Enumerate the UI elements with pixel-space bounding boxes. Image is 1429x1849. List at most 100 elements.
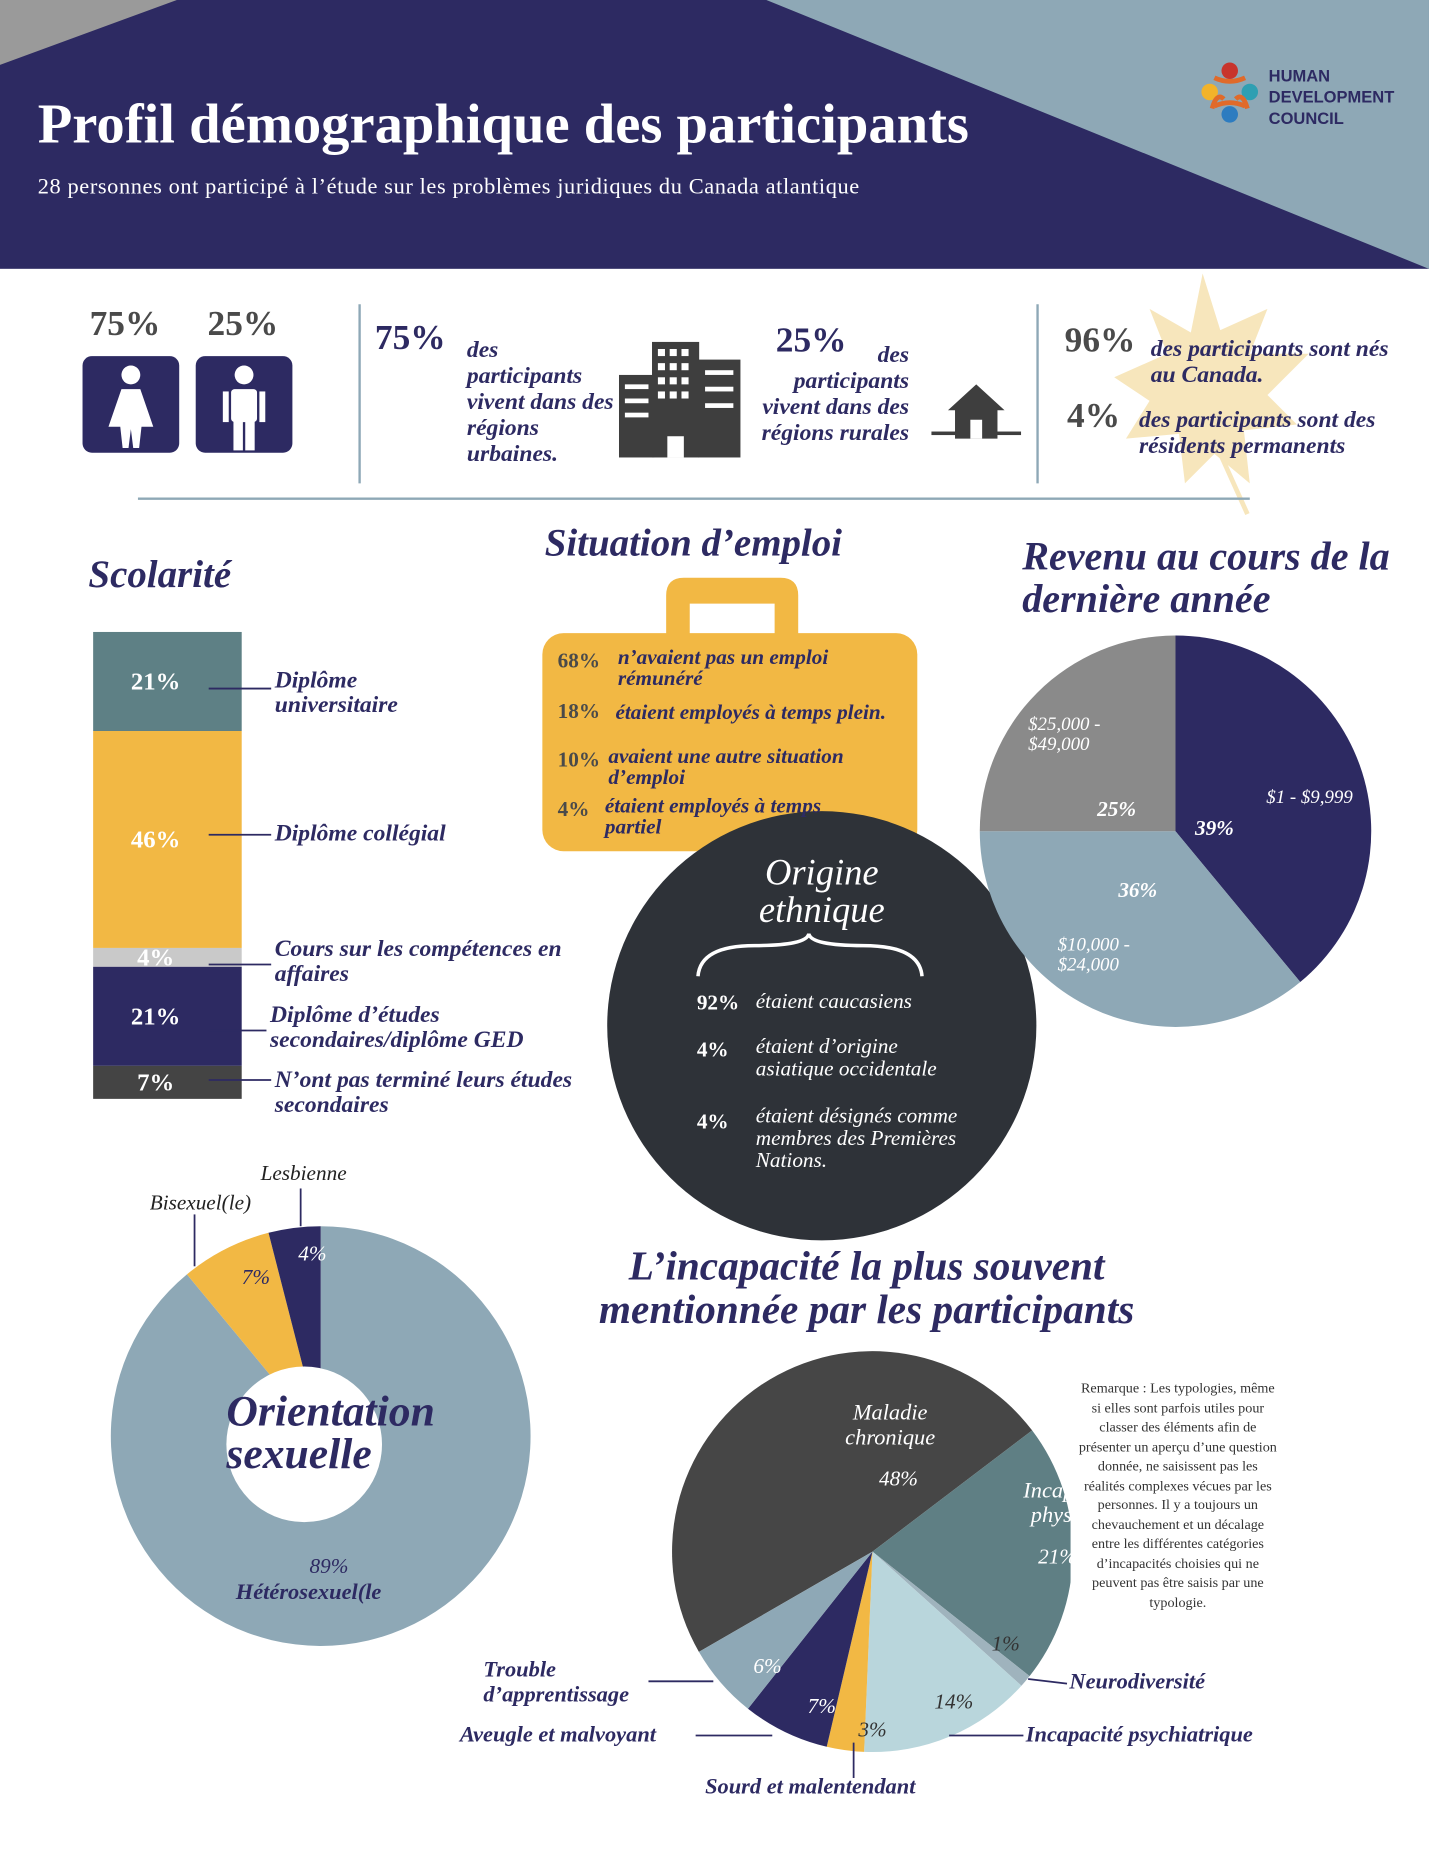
category-label: Sourd et malentendant <box>705 1774 916 1800</box>
pie-slice <box>826 1551 873 1752</box>
donut-hole <box>226 1366 383 1523</box>
category-label: Hétérosexuel(le <box>235 1579 382 1605</box>
employment-text: étaient employés à temps plein. <box>615 700 887 724</box>
employment-pct: 18% <box>557 699 601 723</box>
pie-slice <box>979 635 1176 832</box>
value-label: 89% <box>309 1553 349 1578</box>
pie-slice <box>872 1430 1073 1677</box>
pie-slice <box>872 1551 1030 1686</box>
pie-slice <box>747 1551 873 1747</box>
ethnicity-pct: 92% <box>696 990 740 1014</box>
bar-segment <box>93 731 242 948</box>
ethnicity-text: étaient d’origine asiatique occidentale <box>755 1034 937 1081</box>
pie-slice <box>698 1551 873 1709</box>
value-label: 25% <box>1097 797 1137 821</box>
page-title: Profil démographique des participants <box>37 93 969 156</box>
category-label: Incapacité psychiatrique <box>1025 1722 1253 1748</box>
category-label: Maladie chronique <box>845 1400 936 1451</box>
bar-segment <box>93 947 242 967</box>
brace <box>696 933 924 977</box>
status-pct: 96% <box>1064 320 1136 360</box>
chart-title: Scolarité <box>88 554 232 597</box>
category-label: Lesbienne <box>260 1161 347 1185</box>
category-label: Diplôme collégial <box>274 820 446 847</box>
employment-text: étaient employés à temps partiel <box>604 793 822 839</box>
value-label: 7% <box>137 1068 175 1097</box>
gender-pct: 25% <box>207 304 279 344</box>
bar-segment <box>93 1065 242 1099</box>
logo-line: COUNCIL <box>1268 108 1344 128</box>
pie-slice <box>1175 635 1372 983</box>
employment-text: avaient une autre situation d’emploi <box>608 743 844 789</box>
status-text: des participants sont des résidents perm… <box>1138 406 1376 459</box>
subtitle: 28 personnes ont participé à l’étude sur… <box>37 174 860 200</box>
category-label: Neurodiversité <box>1069 1669 1206 1695</box>
leader-line <box>1028 1678 1068 1685</box>
employment-text: n’avaient pas un emploi rémunéré <box>617 644 829 690</box>
employment-pct: 4% <box>557 797 590 821</box>
ethnicity-pct: 4% <box>696 1037 729 1062</box>
category-label: $10,000 - $24,000 <box>1057 934 1130 976</box>
pie-slice <box>864 1551 1022 1753</box>
status-text: des participants sont nés au Canada. <box>1150 336 1389 388</box>
gender-pct: 75% <box>89 304 161 344</box>
logo-icon <box>1201 62 1259 123</box>
value-label: 21% <box>1038 1544 1078 1569</box>
value-label: 39% <box>1194 815 1234 840</box>
chart-title: Revenu au cours de la dernière année <box>1022 535 1390 622</box>
residence-text: des participants vivent dans des régions… <box>466 337 614 467</box>
logo-line: DEVELOPMENT <box>1268 87 1395 107</box>
category-label: Aveugle et malvoyant <box>459 1722 657 1748</box>
category-label: Bisexuel(le) <box>149 1190 252 1215</box>
bar-segment <box>93 966 242 1066</box>
value-label: 46% <box>130 825 181 854</box>
category-label: $1 - $9,999 <box>1266 787 1353 808</box>
category-label: Trouble d’apprentissage <box>483 1657 630 1708</box>
building-icon <box>618 341 741 458</box>
employment-pct: 10% <box>557 747 601 772</box>
category-label: $25,000 - $49,000 <box>1028 714 1101 755</box>
bar-segment <box>93 631 242 732</box>
ethnicity-text: étaient désignés comme membres des Premi… <box>755 1103 958 1172</box>
value-label: 3% <box>858 1717 887 1742</box>
maple-leaf <box>1114 273 1309 484</box>
value-label: 14% <box>934 1689 974 1714</box>
category-label: Diplôme universitaire <box>274 667 398 719</box>
value-label: 4% <box>298 1241 327 1266</box>
value-label: 6% <box>753 1654 782 1678</box>
female-icon <box>108 365 154 449</box>
value-label: 1% <box>991 1631 1020 1656</box>
residence-pct: 25% <box>775 320 847 360</box>
logo-text: HUMAN DEVELOPMENT COUNCIL <box>1269 65 1422 129</box>
status-pct: 4% <box>1067 396 1121 436</box>
pie-slice <box>672 1351 1033 1652</box>
value-label: 36% <box>1118 878 1158 902</box>
residence-pct: 75% <box>374 318 446 358</box>
value-label: 4% <box>137 943 175 972</box>
chart-title: Orientation sexuelle <box>226 1387 435 1479</box>
ethnicity-pct: 4% <box>696 1109 729 1134</box>
category-label: Diplôme d’études secondaires/diplôme GED <box>270 1002 524 1053</box>
male-icon <box>222 365 266 451</box>
origin-circle <box>607 811 1037 1241</box>
employment-pct: 68% <box>557 648 601 673</box>
ethnicity-text: étaient caucasiens <box>755 989 912 1013</box>
logo-line: HUMAN <box>1268 66 1331 85</box>
value-label: 48% <box>878 1466 918 1491</box>
category-label: N’ont pas terminé leurs études secondair… <box>274 1067 573 1118</box>
house-icon <box>931 384 1022 439</box>
value-label: 21% <box>130 667 181 696</box>
header-corner <box>766 0 1429 269</box>
value-label: 7% <box>807 1694 836 1718</box>
section-title: Origine ethnique <box>758 851 885 931</box>
category-label: Cours sur les compétences en affaires <box>274 936 562 987</box>
maple-stem <box>1218 452 1250 516</box>
value-label: 7% <box>241 1265 271 1289</box>
chart-title: L’incapacité la plus souvent mentionnée … <box>598 1242 1135 1333</box>
briefcase <box>542 577 918 852</box>
residence-text: des participants vivent dans des régions… <box>761 341 910 446</box>
